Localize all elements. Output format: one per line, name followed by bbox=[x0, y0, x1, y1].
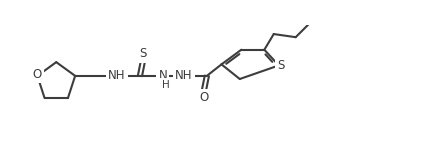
Text: S: S bbox=[139, 47, 147, 60]
Text: S: S bbox=[278, 59, 285, 72]
Text: O: O bbox=[199, 91, 208, 104]
Text: H: H bbox=[162, 80, 169, 90]
Text: N: N bbox=[159, 69, 167, 82]
Text: NH: NH bbox=[108, 69, 126, 82]
Text: O: O bbox=[33, 68, 42, 81]
Text: NH: NH bbox=[175, 69, 193, 82]
